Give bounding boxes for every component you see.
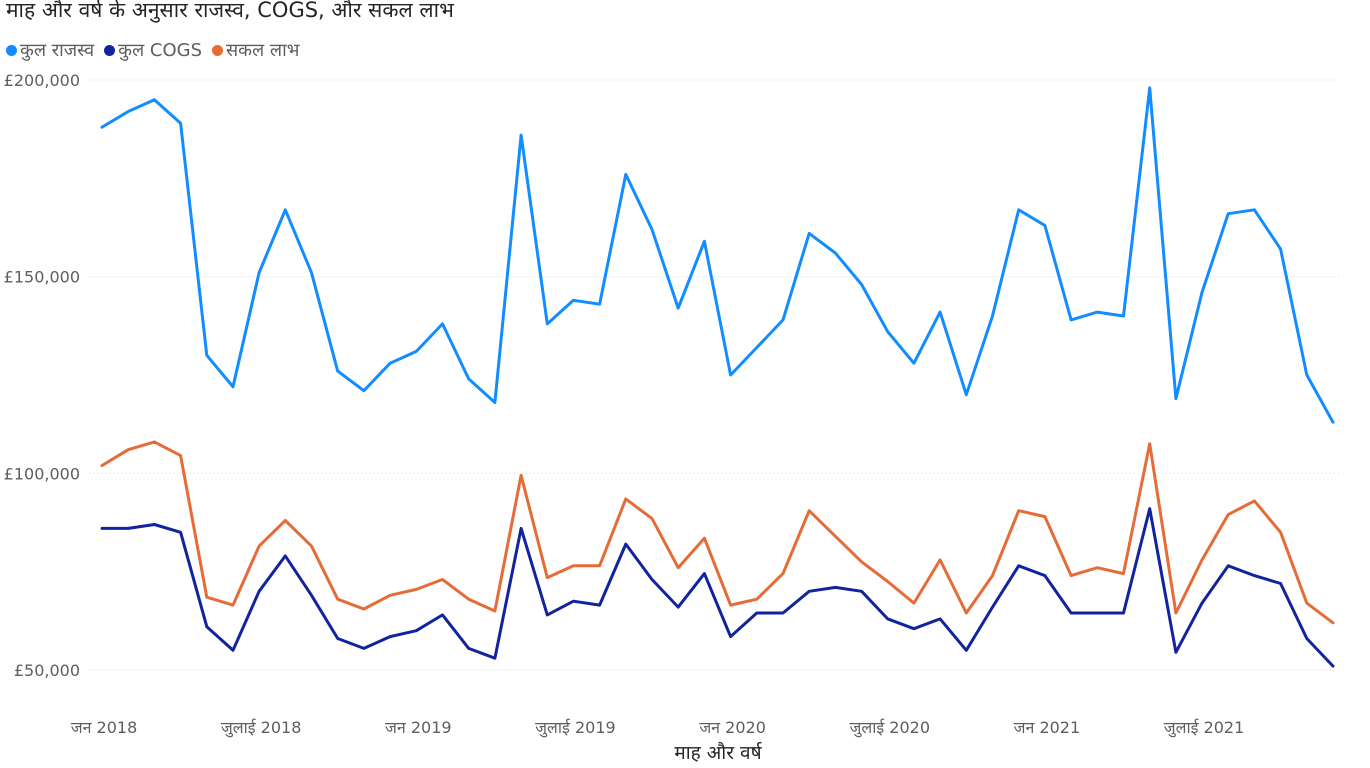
chart-legend: कुल राजस्व कुल COGS सकल लाभ <box>6 38 299 62</box>
legend-marker-gross-profit <box>212 44 224 56</box>
x-tick-label-0: जन 2018 <box>71 718 138 737</box>
series-line-gross-profit[interactable] <box>100 440 1335 625</box>
legend-item-revenue[interactable]: कुल राजस्व <box>6 38 94 62</box>
x-tick-label-7: जुलाई 2021 <box>1164 718 1245 738</box>
y-tick-label-0: £50,000 <box>14 661 80 680</box>
legend-marker-revenue <box>6 44 17 56</box>
series-lines <box>100 86 1335 668</box>
x-tick-label-4: जन 2020 <box>699 718 766 737</box>
x-tick-label-6: जन 2021 <box>1014 718 1081 737</box>
series-line-revenue[interactable] <box>100 86 1335 424</box>
legend-item-gross-profit[interactable]: सकल लाभ <box>212 38 299 62</box>
gridlines <box>90 79 1340 671</box>
legend-marker-cogs <box>104 44 116 56</box>
legend-item-cogs[interactable]: कुल COGS <box>104 38 202 62</box>
x-tick-label-1: जुलाई 2018 <box>221 718 302 738</box>
y-axis-ticks: £50,000 £100,000 £150,000 £200,000 <box>4 71 80 680</box>
legend-label-gross-profit: सकल लाभ <box>226 40 300 61</box>
legend-label-revenue: कुल राजस्व <box>20 40 95 61</box>
y-tick-label-1: £100,000 <box>4 464 80 483</box>
x-tick-label-5: जुलाई 2020 <box>849 718 930 738</box>
legend-label-cogs: कुल COGS <box>118 40 203 61</box>
chart-title: माह और वर्ष के अनुसार राजस्व, COGS, और स… <box>6 0 454 22</box>
y-tick-label-2: £150,000 <box>4 268 80 287</box>
y-tick-label-3: £200,000 <box>4 71 80 90</box>
x-axis-title: माह और वर्ष <box>674 742 762 764</box>
x-tick-label-3: जुलाई 2019 <box>535 718 616 738</box>
series-line-cogs[interactable] <box>100 507 1335 668</box>
x-axis-ticks: जन 2018 जुलाई 2018 जन 2019 जुलाई 2019 जन 202… <box>71 718 1245 738</box>
x-tick-label-2: जन 2019 <box>385 718 452 737</box>
